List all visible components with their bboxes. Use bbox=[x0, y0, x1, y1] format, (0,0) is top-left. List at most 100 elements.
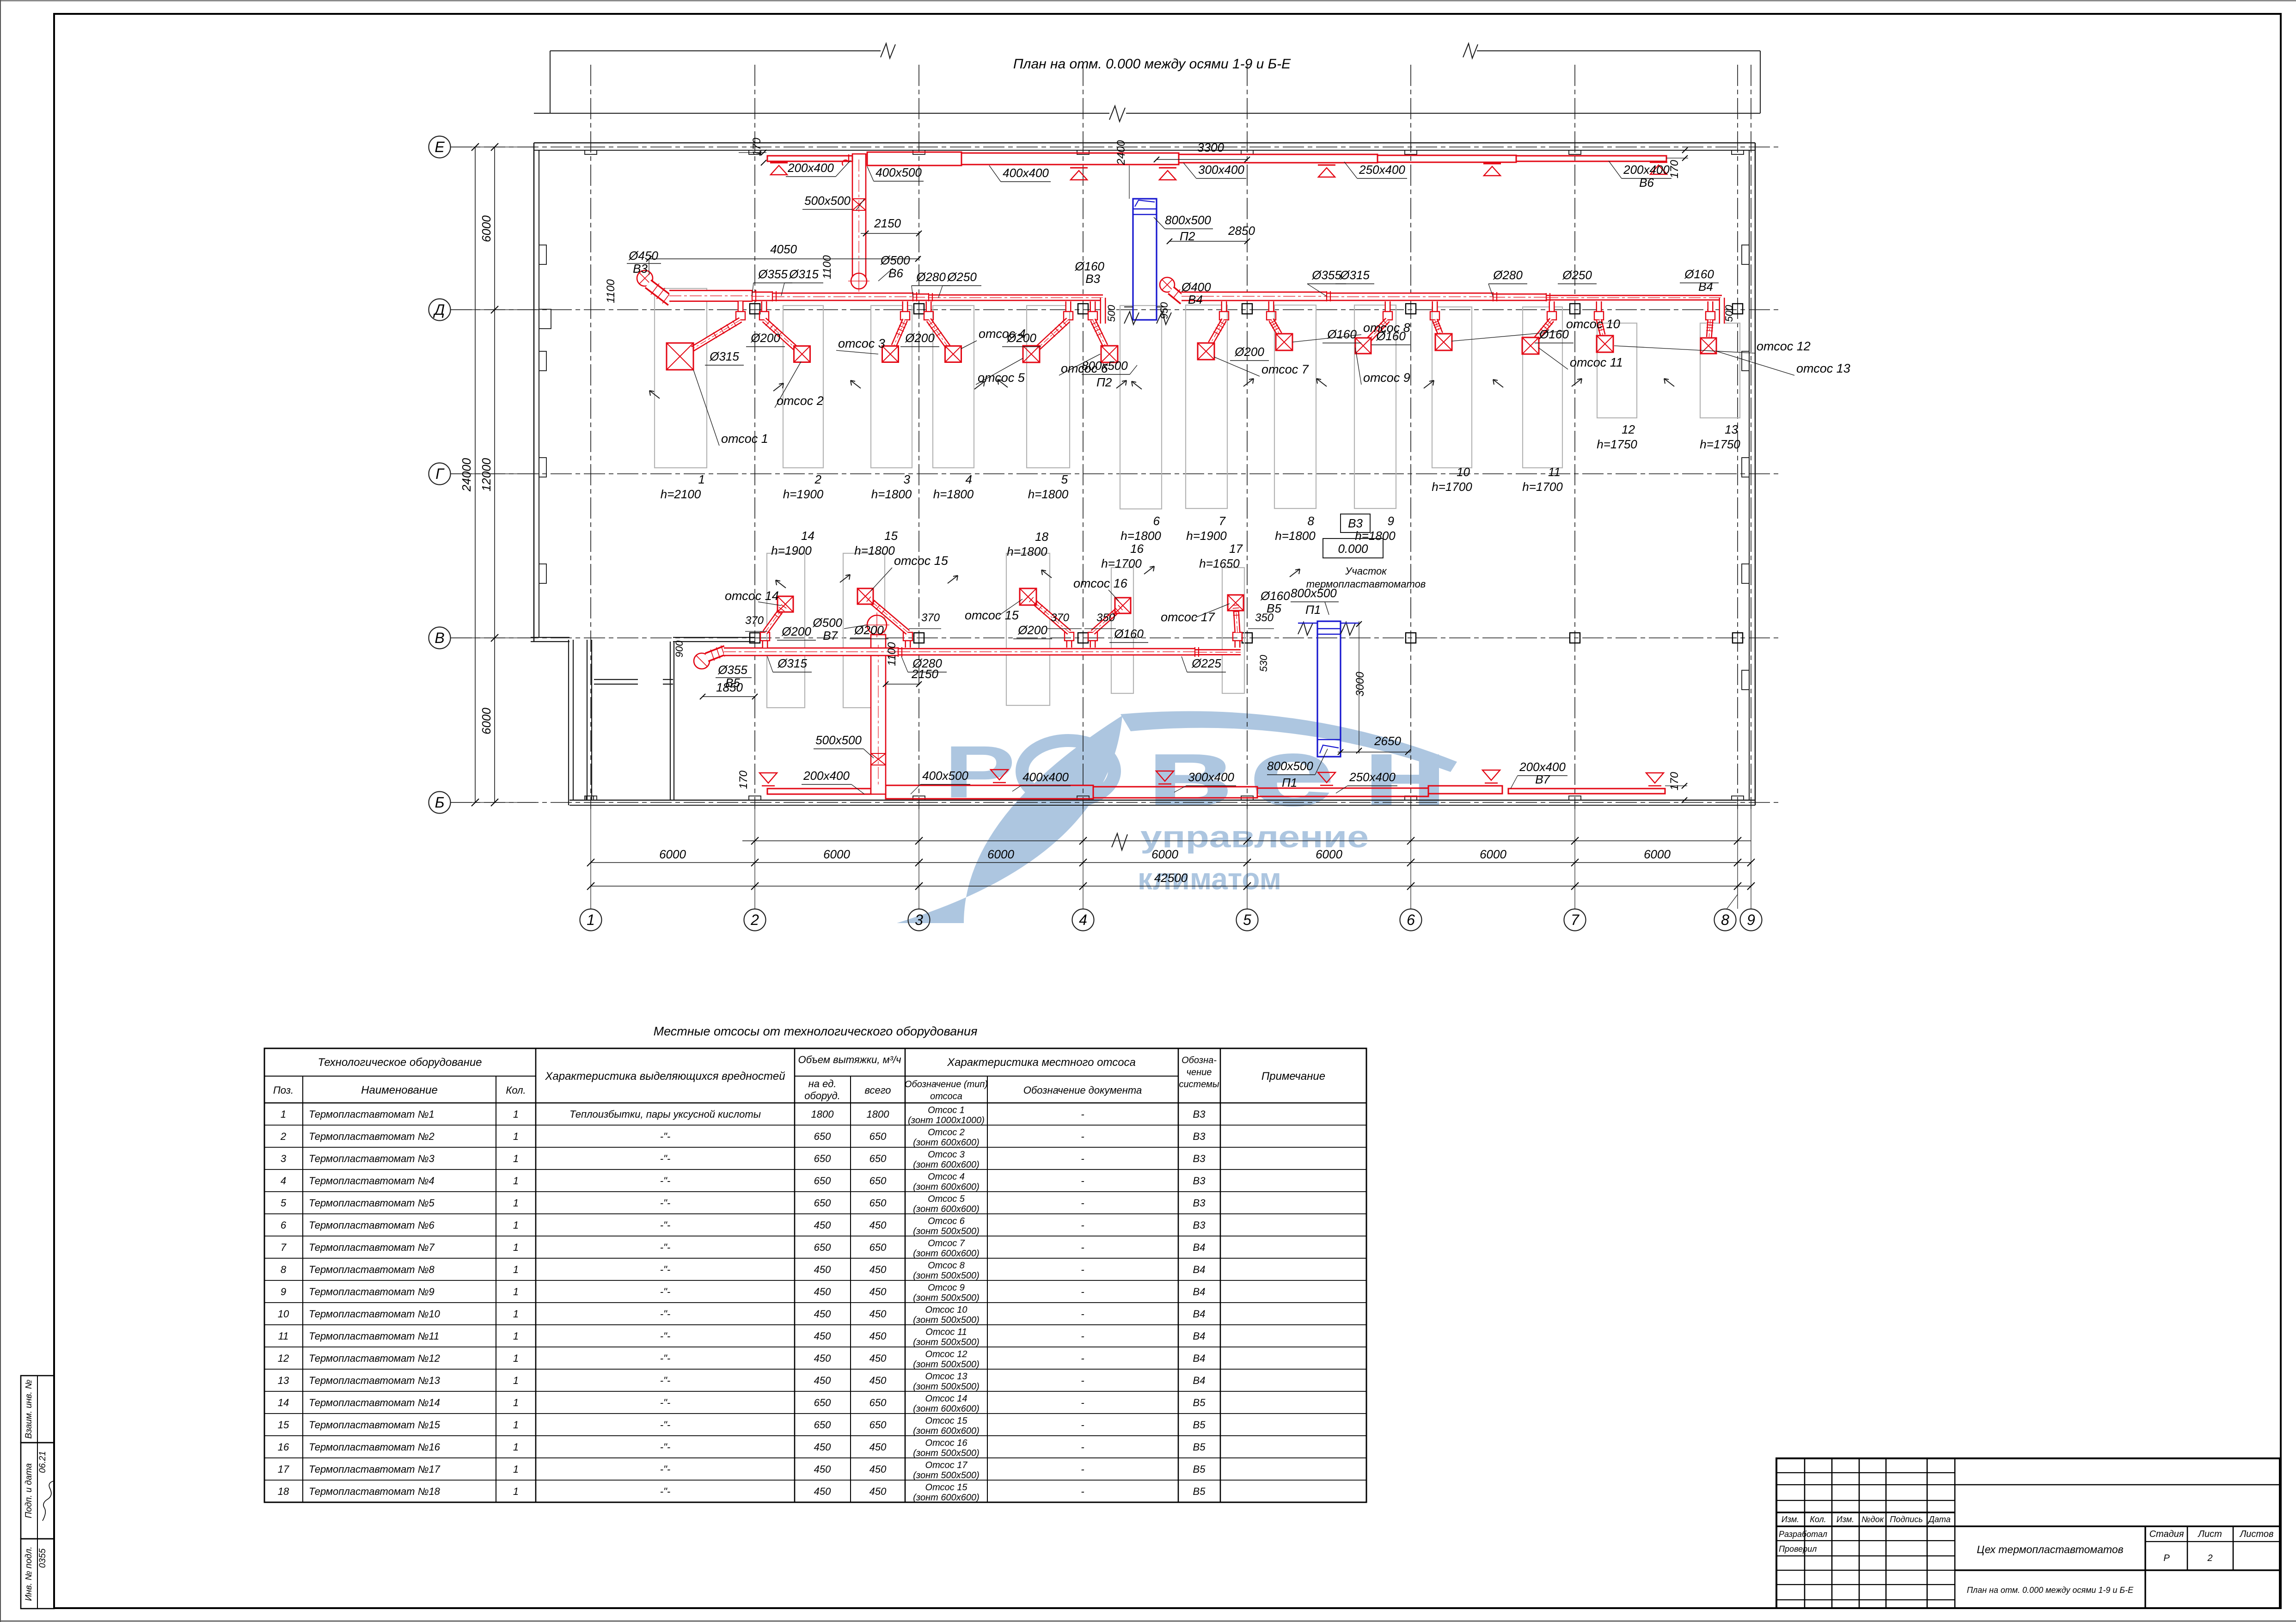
svg-text:4: 4 bbox=[966, 472, 972, 486]
svg-text:В3: В3 bbox=[1193, 1197, 1206, 1209]
svg-text:2850: 2850 bbox=[1228, 224, 1255, 238]
svg-text:-"-: -"- bbox=[660, 1419, 670, 1431]
svg-text:Термопластавтомат №8: Термопластавтомат №8 bbox=[309, 1264, 435, 1275]
svg-text:-: - bbox=[1081, 1219, 1084, 1231]
svg-text:h=1800: h=1800 bbox=[1120, 529, 1161, 543]
svg-text:В3: В3 bbox=[1085, 272, 1100, 286]
svg-text:-: - bbox=[1081, 1197, 1084, 1209]
svg-text:1: 1 bbox=[513, 1397, 519, 1408]
svg-text:300x400: 300x400 bbox=[1198, 163, 1244, 177]
svg-text:Изм.: Изм. bbox=[1782, 1515, 1799, 1524]
svg-text:2400: 2400 bbox=[1115, 140, 1127, 165]
svg-text:отсос 15: отсос 15 bbox=[894, 554, 949, 568]
svg-text:400x400: 400x400 bbox=[1022, 770, 1069, 784]
svg-text:4: 4 bbox=[281, 1175, 286, 1187]
svg-text:отсос 3: отсос 3 bbox=[838, 337, 885, 350]
svg-text:530: 530 bbox=[1258, 655, 1269, 672]
svg-text:10: 10 bbox=[278, 1308, 289, 1320]
svg-text:Ø160: Ø160 bbox=[1327, 327, 1357, 341]
svg-text:Отсос 2: Отсос 2 bbox=[928, 1127, 965, 1138]
svg-text:Ø450: Ø450 bbox=[628, 249, 658, 263]
svg-text:Ø200: Ø200 bbox=[1006, 331, 1036, 345]
svg-text:1: 1 bbox=[513, 1419, 519, 1431]
svg-text:1: 1 bbox=[513, 1353, 519, 1364]
svg-text:17: 17 bbox=[1229, 542, 1243, 556]
svg-text:15: 15 bbox=[884, 529, 898, 543]
svg-text:Термопластавтомат №2: Термопластавтомат №2 bbox=[309, 1131, 435, 1142]
svg-text:отсос 2: отсос 2 bbox=[777, 394, 824, 408]
svg-text:0.000: 0.000 bbox=[1338, 542, 1368, 556]
svg-text:Отсос 16: Отсос 16 bbox=[925, 1438, 968, 1448]
svg-text:650: 650 bbox=[869, 1419, 887, 1431]
svg-text:В3: В3 bbox=[1193, 1175, 1206, 1187]
svg-text:-: - bbox=[1081, 1264, 1084, 1275]
svg-text:Термопластавтомат №7: Термопластавтомат №7 bbox=[309, 1242, 435, 1253]
svg-text:6000: 6000 bbox=[1480, 847, 1506, 861]
svg-text:-: - bbox=[1081, 1397, 1084, 1408]
svg-text:9: 9 bbox=[1388, 514, 1394, 528]
svg-text:17: 17 bbox=[278, 1463, 289, 1475]
svg-text:Термопластавтомат №1: Термопластавтомат №1 bbox=[309, 1108, 435, 1120]
svg-text:4050: 4050 bbox=[770, 242, 797, 256]
svg-text:7: 7 bbox=[1571, 912, 1580, 928]
svg-text:400x400: 400x400 bbox=[1003, 166, 1049, 180]
svg-text:Инв. № подл.: Инв. № подл. bbox=[24, 1547, 34, 1601]
svg-text:h=1800: h=1800 bbox=[1355, 529, 1396, 543]
svg-text:отсос 14: отсос 14 bbox=[725, 589, 779, 603]
svg-text:170: 170 bbox=[1668, 159, 1681, 178]
svg-text:-: - bbox=[1081, 1419, 1084, 1431]
svg-text:-"-: -"- bbox=[660, 1486, 670, 1497]
svg-text:-: - bbox=[1081, 1175, 1084, 1187]
svg-text:Ø400: Ø400 bbox=[1181, 280, 1211, 294]
svg-text:-: - bbox=[1081, 1108, 1084, 1120]
svg-text:650: 650 bbox=[869, 1197, 887, 1209]
svg-text:чение: чение bbox=[1187, 1067, 1212, 1077]
svg-text:В5: В5 bbox=[1193, 1486, 1206, 1497]
svg-text:200x400: 200x400 bbox=[1519, 760, 1566, 774]
svg-text:Б: Б bbox=[435, 794, 445, 811]
svg-text:Лист: Лист bbox=[2197, 1529, 2222, 1539]
svg-text:Ø160: Ø160 bbox=[1114, 627, 1144, 641]
svg-text:Г: Г bbox=[435, 465, 445, 482]
svg-text:Ø160: Ø160 bbox=[1074, 259, 1104, 273]
svg-text:1100: 1100 bbox=[886, 642, 898, 666]
svg-text:800x500: 800x500 bbox=[1165, 213, 1211, 227]
svg-text:800x500: 800x500 bbox=[1291, 586, 1337, 600]
svg-text:12000: 12000 bbox=[479, 458, 493, 491]
svg-text:1: 1 bbox=[513, 1153, 519, 1164]
svg-text:h=2100: h=2100 bbox=[661, 487, 701, 501]
svg-text:h=1800: h=1800 bbox=[854, 544, 895, 557]
svg-text:Термопластавтомат №5: Термопластавтомат №5 bbox=[309, 1197, 435, 1209]
svg-text:(зонт 500x500): (зонт 500x500) bbox=[913, 1315, 979, 1325]
svg-text:-"-: -"- bbox=[660, 1375, 670, 1386]
svg-text:1: 1 bbox=[513, 1197, 519, 1209]
svg-text:(зонт 600x600): (зонт 600x600) bbox=[913, 1493, 979, 1503]
svg-text:400x500: 400x500 bbox=[876, 165, 922, 179]
svg-text:8: 8 bbox=[1721, 912, 1729, 928]
svg-text:1: 1 bbox=[513, 1175, 519, 1187]
svg-text:200x400: 200x400 bbox=[803, 769, 850, 783]
svg-text:В7: В7 bbox=[823, 629, 838, 643]
svg-text:Примечание: Примечание bbox=[1261, 1070, 1325, 1083]
svg-text:06.21: 06.21 bbox=[38, 1451, 48, 1473]
svg-text:-: - bbox=[1081, 1463, 1084, 1475]
svg-text:Отсос 12: Отсос 12 bbox=[925, 1349, 967, 1359]
svg-text:(зонт 600x600): (зонт 600x600) bbox=[913, 1404, 979, 1414]
svg-text:500x500: 500x500 bbox=[804, 194, 851, 208]
svg-text:В3: В3 bbox=[633, 262, 648, 275]
svg-text:П1: П1 bbox=[1305, 603, 1321, 617]
svg-text:12: 12 bbox=[1622, 422, 1635, 436]
svg-text:В3: В3 bbox=[1193, 1108, 1206, 1120]
svg-text:2650: 2650 bbox=[1374, 734, 1401, 748]
svg-text:(зонт 600x600): (зонт 600x600) bbox=[913, 1138, 979, 1148]
svg-text:1: 1 bbox=[513, 1441, 519, 1453]
svg-text:370: 370 bbox=[745, 614, 764, 627]
svg-text:1: 1 bbox=[587, 912, 595, 928]
svg-text:(зонт 600x600): (зонт 600x600) bbox=[913, 1160, 979, 1170]
svg-text:7: 7 bbox=[1219, 514, 1226, 528]
svg-text:200x400: 200x400 bbox=[1623, 163, 1670, 177]
svg-text:В4: В4 bbox=[1193, 1353, 1206, 1364]
svg-text:2: 2 bbox=[750, 912, 759, 928]
svg-text:Обозна-: Обозна- bbox=[1182, 1055, 1217, 1065]
svg-text:16: 16 bbox=[278, 1441, 289, 1453]
